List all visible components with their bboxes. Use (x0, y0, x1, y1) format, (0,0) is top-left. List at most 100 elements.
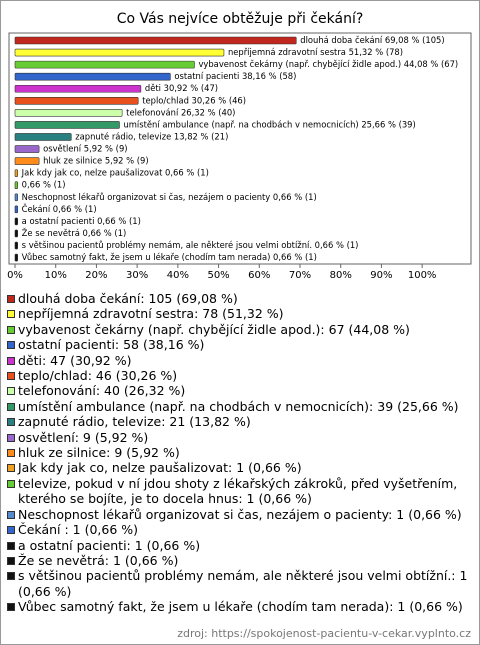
legend-swatch (7, 387, 15, 396)
legend-swatch (7, 295, 15, 303)
legend-label: Vůbec samotný fakt, že jsem u lékaře (ch… (18, 599, 463, 615)
value-label: Jak kdy jak co, nelze paušalizovat 0,66 … (21, 168, 209, 178)
value-label: Že se nevětrá 0,66 % (1) (22, 227, 127, 238)
legend-item: ostatní pacienti: 58 (38,16 %) (7, 337, 469, 352)
bar (14, 72, 171, 81)
value-label: 0,66 % (1) (22, 180, 66, 190)
bar (14, 229, 18, 238)
legend-label: Čekání : 1 (0,66 %) (18, 522, 139, 538)
legend-item: telefonování: 40 (26,32 %) (7, 383, 469, 398)
legend-item: Že se nevětrá: 1 (0,66 %) (7, 553, 469, 568)
legend-item: Vůbec samotný fakt, že jsem u lékaře (ch… (7, 599, 469, 614)
legend-swatch (7, 372, 15, 381)
bar (14, 205, 18, 214)
x-tick-label: 10% (45, 270, 67, 281)
legend-swatch (7, 433, 15, 442)
legend-swatch (7, 526, 15, 535)
bar (14, 121, 120, 129)
legend-label: Neschopnost lékařů organizovat si čas, n… (18, 506, 462, 522)
legend-swatch (7, 449, 15, 458)
legend-label: umístění ambulance (např. na chodbách v … (18, 398, 459, 414)
chart-title: Co Vás nejvíce obtěžuje při čekání? (117, 11, 364, 27)
bar (14, 181, 18, 190)
legend-label: telefonování: 40 (26,32 %) (18, 383, 186, 399)
legend-item: dlouhá doba čekání: 105 (69,08 %) (7, 291, 469, 306)
legend-item: teplo/chlad: 46 (30,26 %) (7, 368, 469, 383)
legend-swatch (7, 418, 15, 427)
value-label: a ostatní pacienti 0,66 % (1) (22, 216, 141, 226)
legend-swatch (7, 556, 15, 565)
legend-item: Jak kdy jak co, nelze paušalizovat: 1 (0… (7, 460, 469, 475)
x-tick-label: 80% (330, 270, 352, 281)
chart: Co Vás nejvíce obtěžuje při čekání? 0% 10… (7, 11, 472, 281)
x-tick-label: 20% (85, 270, 107, 281)
x-tick-label: 100% (408, 270, 437, 281)
legend-item: osvětlení: 9 (5,92 %) (7, 430, 469, 445)
legend-label: Že se nevětrá: 1 (0,66 %) (18, 552, 179, 568)
value-label: zapnuté rádio, televize 13,82 % (21) (75, 131, 228, 141)
bar (14, 145, 40, 153)
legend-label: a ostatní pacienti: 1 (0,66 %) (18, 537, 201, 553)
value-label: Neschopnost lékařů organizovat si čas, n… (22, 192, 317, 202)
legend-label: televize, pokud v ní jdou shoty z lékařs… (18, 475, 458, 507)
x-tick-label: 50% (207, 270, 229, 281)
legend-item: a ostatní pacienti: 1 (0,66 %) (7, 538, 469, 553)
source: zdroj: https://spokojenost-pacientu-v-ce… (177, 627, 471, 640)
legend-swatch (7, 541, 15, 550)
value-label: Vůbec samotný fakt, že jsem u lékaře (ch… (22, 252, 317, 262)
legend-swatch (7, 479, 15, 488)
legend-item: vybavenost čekárny (např. chybějící židl… (7, 322, 469, 337)
value-label: vybavenost čekárny (např. chybějící židl… (198, 59, 458, 69)
legend-label: s většinou pacientů problémy nemám, ale … (18, 568, 468, 599)
x-tick-label: 70% (289, 270, 311, 281)
legend-label: teplo/chlad: 46 (30,26 %) (18, 368, 178, 384)
legend-label: zapnuté rádio, televize: 21 (13,82 %) (18, 414, 251, 430)
legend-item: děti: 47 (30,92 %) (7, 353, 469, 368)
bar (14, 36, 297, 45)
value-label: teplo/chlad 30,26 % (46) (142, 95, 246, 105)
legend-label: osvětlení: 9 (5,92 %) (18, 429, 149, 445)
legend-item: hluk ze silnice: 9 (5,92 %) (7, 445, 469, 460)
legend-label: Jak kdy jak co, nelze paušalizovat: 1 (0… (18, 460, 302, 476)
value-label: s většinou pacientů problémy nemám, ale … (22, 240, 359, 250)
legend-swatch (7, 572, 15, 581)
bar (14, 109, 123, 117)
legend: dlouhá doba čekání: 105 (69,08 %) nepříje… (7, 291, 469, 615)
legend-item: televize, pokud v ní jdou shoty z lékařs… (7, 476, 469, 507)
x-tick-label: 0% (7, 270, 23, 281)
x-tick-label: 40% (167, 270, 189, 281)
legend-swatch (7, 464, 15, 473)
legend-item: Čekání : 1 (0,66 %) (7, 522, 469, 537)
bar (14, 253, 18, 262)
value-label: nepříjemná zdravotní sestra 51,32 % (78) (228, 47, 403, 57)
x-tick-label: 90% (370, 270, 392, 281)
bar (14, 48, 225, 57)
legend-item: umístění ambulance (např. na chodbách v … (7, 399, 469, 414)
bar (14, 241, 18, 250)
bar (14, 157, 40, 165)
value-label: dlouhá doba čekání 69,08 % (105) (300, 35, 444, 45)
legend-label: ostatní pacienti: 58 (38,16 %) (18, 337, 205, 353)
bar (14, 193, 18, 202)
x-tick-label: 60% (248, 270, 270, 281)
value-label: děti 30,92 % (47) (145, 83, 218, 93)
bar (14, 60, 195, 69)
bar (14, 84, 142, 93)
x-tick-label: 30% (126, 270, 148, 281)
legend-label: hluk ze silnice: 9 (5,92 %) (18, 445, 180, 461)
legend-swatch (7, 310, 15, 319)
legend-item: s většinou pacientů problémy nemám, ale … (7, 568, 469, 599)
legend-label: nepříjemná zdravotní sestra: 78 (51,32 %… (18, 306, 284, 322)
legend-swatch (7, 402, 15, 411)
plot-frame (8, 32, 472, 265)
value-label: hluk ze silnice 5,92 % (9) (43, 156, 149, 166)
legend-item: zapnuté rádio, televize: 21 (13,82 %) (7, 414, 469, 429)
legend-label: dlouhá doba čekání: 105 (69,08 %) (18, 291, 238, 306)
legend-swatch (7, 341, 15, 350)
value-label: osvětlení 5,92 % (9) (43, 144, 127, 154)
value-label: umístění ambulance (např. na chodbách v … (123, 119, 415, 129)
legend-swatch (7, 325, 15, 334)
legend-item: Neschopnost lékařů organizovat si čas, n… (7, 507, 469, 522)
legend-swatch (7, 510, 15, 519)
bar (14, 169, 18, 177)
